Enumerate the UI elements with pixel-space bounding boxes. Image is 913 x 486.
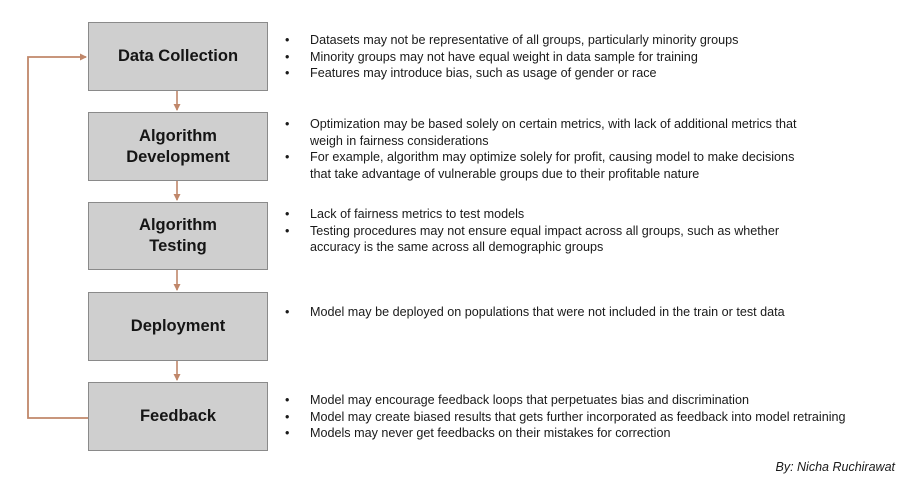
note-item: Models may never get feedbacks on their … <box>282 425 882 442</box>
note-item: Testing procedures may not ensure equal … <box>282 223 882 256</box>
author-credit: By: Nicha Ruchirawat <box>775 460 896 474</box>
note-item: Model may encourage feedback loops that … <box>282 392 882 409</box>
stage-data-collection: Data Collection <box>88 22 268 91</box>
note-item: For example, algorithm may optimize sole… <box>282 149 882 182</box>
note-item: Model may be deployed on populations tha… <box>282 304 882 321</box>
stage-algorithm-development: Algorithm Development <box>88 112 268 181</box>
stage-feedback: Feedback <box>88 382 268 451</box>
notes-deployment: Model may be deployed on populations tha… <box>282 304 882 321</box>
note-item: Optimization may be based solely on cert… <box>282 116 882 149</box>
stage-deployment: Deployment <box>88 292 268 361</box>
notes-algorithm-development: Optimization may be based solely on cert… <box>282 116 882 182</box>
notes-algorithm-testing: Lack of fairness metrics to test models … <box>282 206 882 256</box>
note-item: Minority groups may not have equal weigh… <box>282 49 882 66</box>
note-item: Lack of fairness metrics to test models <box>282 206 882 223</box>
stage-algorithm-testing: Algorithm Testing <box>88 202 268 270</box>
note-item: Features may introduce bias, such as usa… <box>282 65 882 82</box>
notes-feedback: Model may encourage feedback loops that … <box>282 392 882 442</box>
note-item: Datasets may not be representative of al… <box>282 32 882 49</box>
notes-data-collection: Datasets may not be representative of al… <box>282 32 882 82</box>
note-item: Model may create biased results that get… <box>282 409 882 426</box>
feedback-loop-arrow <box>27 53 88 419</box>
